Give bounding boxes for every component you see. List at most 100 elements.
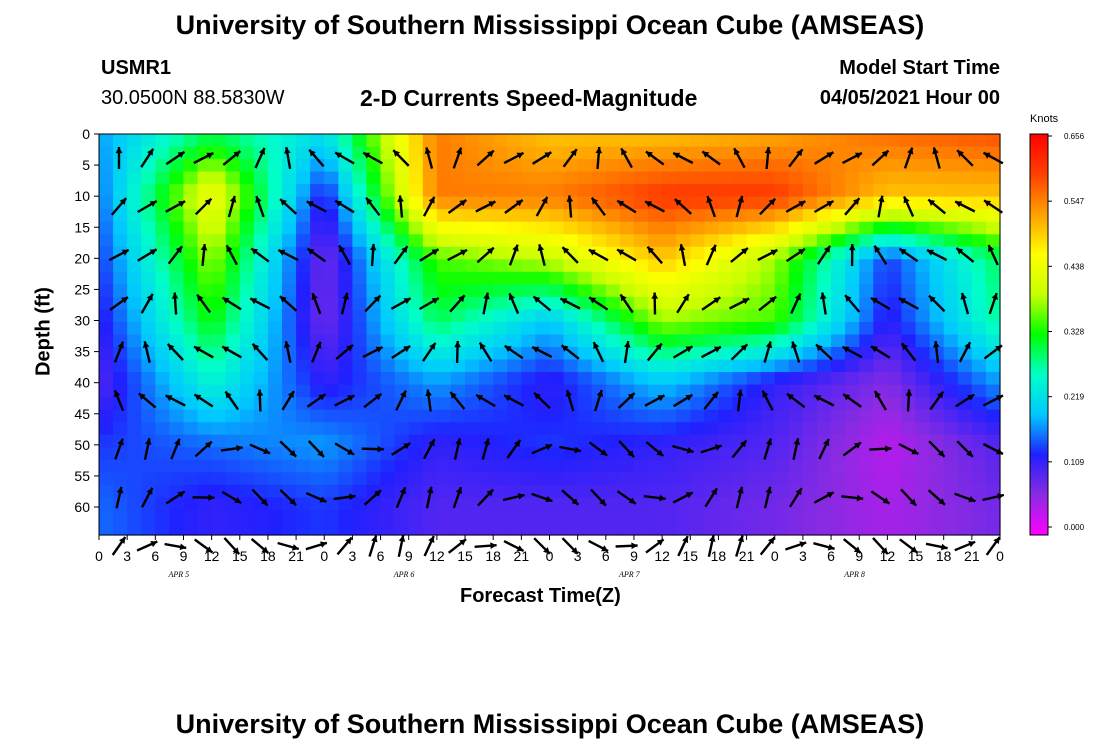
- heatmap-cell: [788, 372, 804, 386]
- heatmap-cell: [901, 409, 917, 423]
- heatmap-cell: [985, 284, 1001, 298]
- heatmap-cell: [774, 309, 790, 323]
- heatmap-cell: [239, 221, 255, 235]
- heatmap-cell: [619, 209, 635, 223]
- current-arrow: [533, 537, 551, 555]
- heatmap-cell: [802, 196, 818, 210]
- heatmap-cell: [816, 284, 832, 298]
- heatmap-cell: [211, 409, 227, 423]
- heatmap-cell: [662, 159, 677, 173]
- heatmap-cell: [901, 221, 917, 235]
- heatmap-cell: [563, 259, 579, 273]
- heatmap-cell: [957, 484, 973, 499]
- current-arrow: [763, 341, 773, 363]
- heatmap-cell: [690, 259, 705, 273]
- heatmap-cell: [831, 196, 846, 210]
- heatmap-cell: [929, 284, 945, 298]
- heatmap-cell: [957, 196, 973, 210]
- heatmap-cell: [99, 296, 114, 311]
- heatmap-cell: [521, 209, 537, 223]
- heatmap-cell: [859, 459, 874, 473]
- heatmap-cell: [704, 271, 720, 285]
- heatmap-cell: [887, 334, 903, 348]
- heatmap-cell: [436, 422, 452, 436]
- heatmap-cell: [155, 184, 170, 198]
- heatmap-cell: [971, 209, 987, 223]
- heatmap-cell: [591, 221, 607, 235]
- current-arrow: [560, 344, 580, 360]
- heatmap-cell: [929, 472, 945, 486]
- heatmap-cell: [366, 284, 382, 298]
- heatmap-cell: [971, 284, 987, 298]
- heatmap-cell: [127, 509, 142, 524]
- current-arrow: [898, 247, 919, 263]
- heatmap-cell: [465, 459, 480, 473]
- heatmap-cell: [957, 309, 973, 323]
- heatmap-cell: [352, 397, 368, 411]
- current-arrow: [256, 389, 264, 412]
- current-arrow: [701, 150, 721, 166]
- current-arrow: [196, 293, 212, 314]
- current-arrow: [955, 247, 975, 263]
- heatmap-cell: [253, 359, 269, 373]
- heatmap-cell: [943, 359, 959, 373]
- heatmap-cell: [436, 409, 452, 423]
- heatmap-cell: [239, 397, 255, 411]
- heatmap-cell: [380, 434, 396, 448]
- heatmap-cell: [169, 209, 185, 223]
- current-arrow: [166, 343, 184, 361]
- y-tick-label: 0: [82, 126, 90, 142]
- heatmap-cell: [141, 134, 156, 148]
- heatmap-cell: [239, 447, 255, 461]
- heatmap-cell: [732, 159, 748, 173]
- current-arrow: [171, 292, 179, 315]
- heatmap-cell: [225, 472, 241, 486]
- heatmap-cell: [662, 384, 677, 398]
- current-arrow: [955, 393, 975, 408]
- current-arrow: [818, 438, 830, 460]
- heatmap-cell: [690, 271, 705, 285]
- current-arrow: [279, 198, 298, 215]
- heatmap-cell: [380, 171, 396, 185]
- heatmap-cell: [479, 209, 494, 223]
- heatmap-cell: [225, 334, 241, 348]
- heatmap-cell: [732, 134, 748, 148]
- heatmap-cell: [338, 196, 354, 210]
- heatmap-cell: [422, 184, 438, 198]
- heatmap-cell: [915, 472, 931, 486]
- current-arrow: [362, 151, 383, 165]
- heatmap-cell: [99, 209, 114, 223]
- heatmap-cell: [549, 259, 565, 273]
- heatmap-cell: [648, 397, 663, 411]
- heatmap-cell: [957, 134, 973, 148]
- heatmap-cell: [267, 359, 283, 373]
- heatmap-cell: [563, 384, 579, 398]
- heatmap-cell: [239, 384, 255, 398]
- heatmap-cell: [267, 484, 283, 499]
- heatmap-cell: [113, 509, 128, 524]
- heatmap-cell: [831, 422, 846, 436]
- heatmap-cell: [774, 196, 790, 210]
- heatmap-cell: [605, 484, 621, 499]
- heatmap-cell: [746, 184, 762, 198]
- heatmap-cell: [493, 472, 508, 486]
- heatmap-cell: [901, 321, 917, 336]
- heatmap-cell: [985, 522, 1001, 536]
- heatmap-cell: [887, 146, 903, 160]
- heatmap-cell: [943, 522, 959, 536]
- heatmap-cell: [507, 171, 522, 185]
- heatmap-cell: [971, 246, 987, 260]
- current-arrow: [736, 389, 744, 412]
- heatmap-cell: [985, 196, 1001, 210]
- heatmap-cell: [225, 284, 241, 298]
- heatmap-cell: [296, 309, 311, 323]
- heatmap-cell: [676, 334, 691, 348]
- heatmap-cell: [127, 497, 142, 511]
- heatmap-cell: [465, 196, 480, 210]
- current-arrow: [983, 199, 1003, 214]
- current-arrow: [588, 296, 609, 311]
- heatmap-cell: [943, 484, 959, 499]
- heatmap-cell: [113, 234, 128, 248]
- heatmap-cell: [549, 171, 565, 185]
